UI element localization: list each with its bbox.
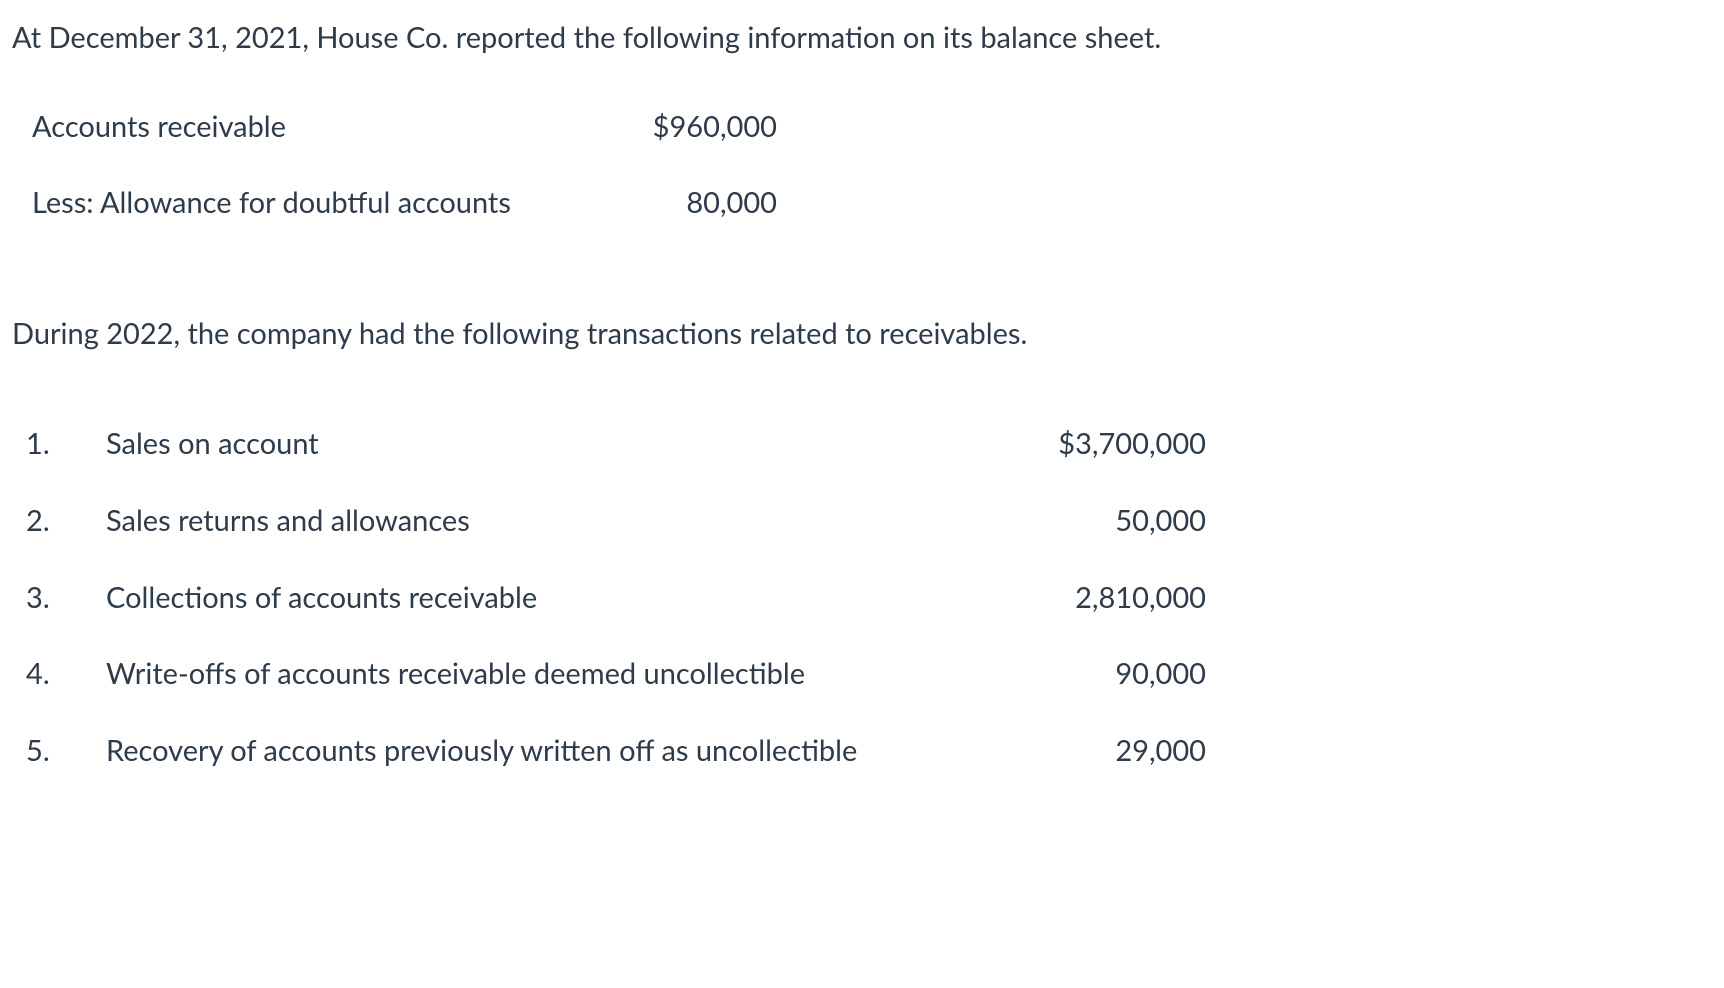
balance-sheet-section: Accounts receivable $960,000 Less: Allow… (32, 107, 1712, 224)
balance-row: Less: Allowance for doubtful accounts 80… (32, 183, 1712, 224)
transaction-label: Collections of accounts receivable (106, 578, 976, 619)
transaction-label: Write-offs of accounts receivable deemed… (106, 654, 976, 695)
transaction-value: 2,810,000 (976, 578, 1206, 619)
transaction-number: 3. (26, 578, 106, 619)
transaction-number: 1. (26, 424, 106, 465)
transaction-row: 2. Sales returns and allowances 50,000 (26, 501, 1712, 542)
transaction-label: Sales returns and allowances (106, 501, 976, 542)
balance-label: Accounts receivable (32, 107, 597, 148)
transaction-label: Sales on account (106, 424, 976, 465)
transaction-row: 4. Write-offs of accounts receivable dee… (26, 654, 1712, 695)
balance-label: Less: Allowance for doubtful accounts (32, 183, 597, 224)
transaction-value: 50,000 (976, 501, 1206, 542)
transaction-value: 90,000 (976, 654, 1206, 695)
transactions-section: 1. Sales on account $3,700,000 2. Sales … (26, 424, 1712, 771)
transaction-number: 5. (26, 731, 106, 772)
transaction-label: Recovery of accounts previously written … (106, 731, 976, 772)
transaction-value: 29,000 (976, 731, 1206, 772)
transactions-intro-text: During 2022, the company had the followi… (12, 314, 1712, 355)
transaction-number: 2. (26, 501, 106, 542)
balance-row: Accounts receivable $960,000 (32, 107, 1712, 148)
transaction-row: 3. Collections of accounts receivable 2,… (26, 578, 1712, 619)
transaction-row: 5. Recovery of accounts previously writt… (26, 731, 1712, 772)
intro-text: At December 31, 2021, House Co. reported… (12, 18, 1712, 59)
transaction-row: 1. Sales on account $3,700,000 (26, 424, 1712, 465)
transaction-number: 4. (26, 654, 106, 695)
balance-value: $960,000 (597, 107, 777, 148)
transaction-value: $3,700,000 (976, 424, 1206, 465)
balance-value: 80,000 (597, 183, 777, 224)
